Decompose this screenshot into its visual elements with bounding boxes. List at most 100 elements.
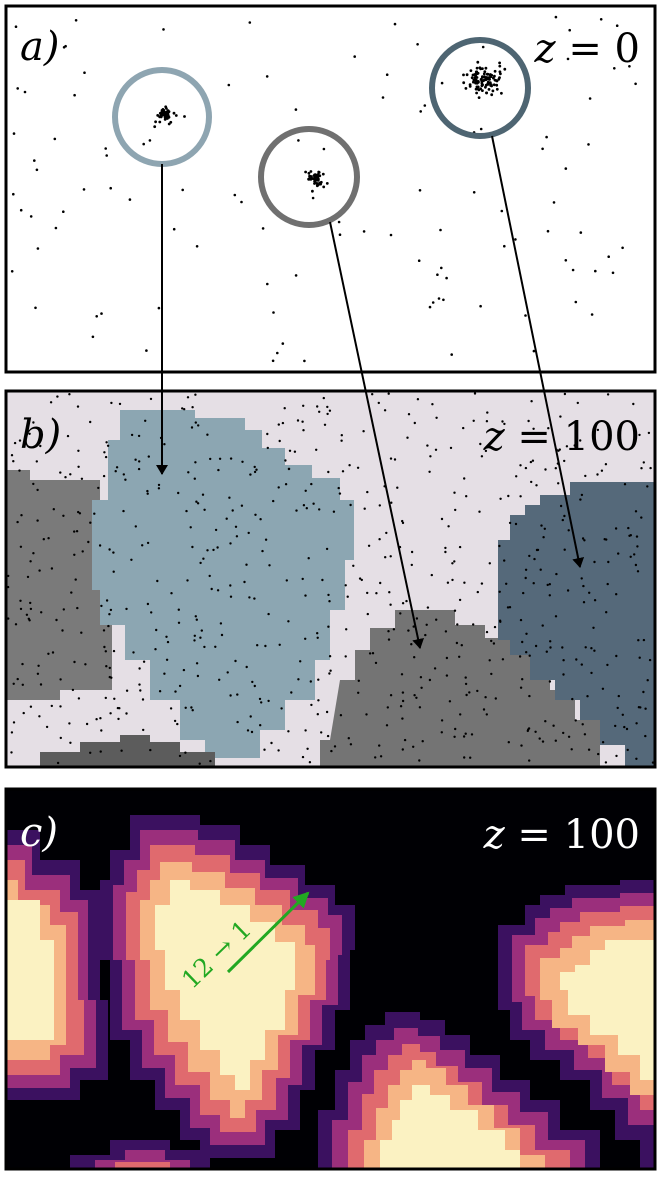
scatter-point	[574, 300, 578, 304]
scatter-point	[157, 483, 161, 487]
scatter-point	[64, 44, 67, 48]
scatter-point	[552, 724, 555, 727]
scatter-point	[313, 182, 316, 185]
scatter-point	[349, 503, 352, 507]
scatter-point	[193, 477, 196, 480]
scatter-point	[302, 404, 305, 407]
scatter-point	[260, 701, 263, 704]
scatter-point	[61, 629, 64, 632]
scatter-point	[187, 471, 190, 474]
scatter-point	[104, 650, 108, 653]
scatter-point	[68, 393, 71, 396]
scatter-point	[247, 531, 250, 535]
scatter-point	[102, 474, 106, 478]
scatter-point	[56, 395, 59, 398]
scatter-point	[431, 403, 434, 406]
scatter-point	[554, 615, 558, 618]
scatter-point	[492, 83, 496, 87]
scatter-point	[634, 563, 638, 567]
scatter-point	[503, 244, 506, 248]
scatter-point	[445, 276, 448, 280]
scatter-point	[532, 427, 535, 430]
scatter-point	[16, 520, 19, 524]
scatter-point	[381, 96, 385, 99]
scatter-point	[366, 591, 369, 595]
scatter-point	[574, 719, 577, 722]
scatter-point	[95, 315, 98, 318]
scatter-point	[165, 107, 168, 110]
scatter-point	[103, 451, 106, 454]
scatter-point	[621, 246, 624, 250]
scatter-point	[555, 572, 558, 576]
scatter-point	[50, 567, 54, 570]
annotation-arrow	[226, 891, 310, 974]
scatter-point	[635, 535, 639, 538]
scatter-point	[477, 96, 481, 99]
scatter-point	[322, 185, 326, 189]
scatter-point	[293, 450, 297, 453]
scatter-point	[579, 439, 582, 442]
scatter-point	[371, 393, 374, 396]
scatter-point	[571, 268, 575, 272]
scatter-point	[476, 689, 479, 693]
scatter-point	[530, 440, 533, 443]
scatter-point	[21, 683, 24, 686]
scatter-point	[21, 662, 24, 666]
scatter-point	[454, 727, 457, 731]
scatter-point	[621, 713, 624, 716]
scatter-point	[288, 449, 292, 452]
scatter-point	[548, 680, 552, 683]
scatter-point	[439, 228, 442, 232]
scatter-point	[503, 67, 507, 71]
heat-blob-center	[100, 815, 355, 1158]
scatter-point	[302, 429, 305, 432]
scatter-point	[412, 745, 415, 748]
scatter-point	[240, 504, 244, 507]
scatter-point	[486, 80, 490, 84]
scatter-point	[615, 24, 619, 28]
scatter-point	[36, 247, 40, 250]
scatter-point	[156, 114, 160, 117]
panel-c-label: c)	[20, 810, 58, 856]
scatter-point	[418, 706, 422, 709]
scatter-point	[494, 79, 498, 82]
scatter-point	[327, 625, 330, 628]
scatter-point	[486, 411, 489, 414]
scatter-point	[280, 707, 283, 710]
scatter-point	[10, 731, 14, 734]
scatter-point	[177, 491, 180, 495]
scatter-point	[541, 147, 544, 151]
scatter-point	[462, 81, 466, 85]
scatter-point	[217, 468, 220, 472]
scatter-point	[533, 557, 536, 561]
scatter-point	[87, 540, 90, 544]
scatter-point	[7, 574, 10, 578]
scatter-point	[581, 537, 585, 540]
scatter-point	[206, 549, 209, 552]
scatter-point	[442, 298, 445, 302]
scatter-point	[329, 669, 332, 672]
arrow-mid-cluster	[329, 221, 425, 649]
scatter-point	[34, 306, 37, 310]
scatter-point	[10, 751, 13, 754]
scatter-point	[297, 678, 300, 681]
scatter-point	[163, 118, 167, 121]
scatter-point	[472, 623, 475, 626]
scatter-point	[190, 706, 193, 709]
scatter-point	[209, 759, 212, 763]
scatter-point	[423, 104, 427, 107]
scatter-point	[77, 697, 81, 700]
scatter-point	[584, 646, 587, 649]
scatter-point	[277, 486, 280, 489]
scatter-point	[508, 606, 512, 609]
scatter-point	[313, 178, 317, 182]
scatter-point	[100, 312, 103, 315]
scatter-point	[156, 579, 159, 583]
scatter-point	[166, 109, 170, 112]
scatter-point	[614, 724, 617, 728]
scatter-point	[160, 114, 164, 118]
scatter-point	[251, 680, 254, 684]
scatter-point	[463, 477, 466, 480]
scatter-point	[184, 706, 187, 709]
scatter-point	[642, 690, 645, 694]
